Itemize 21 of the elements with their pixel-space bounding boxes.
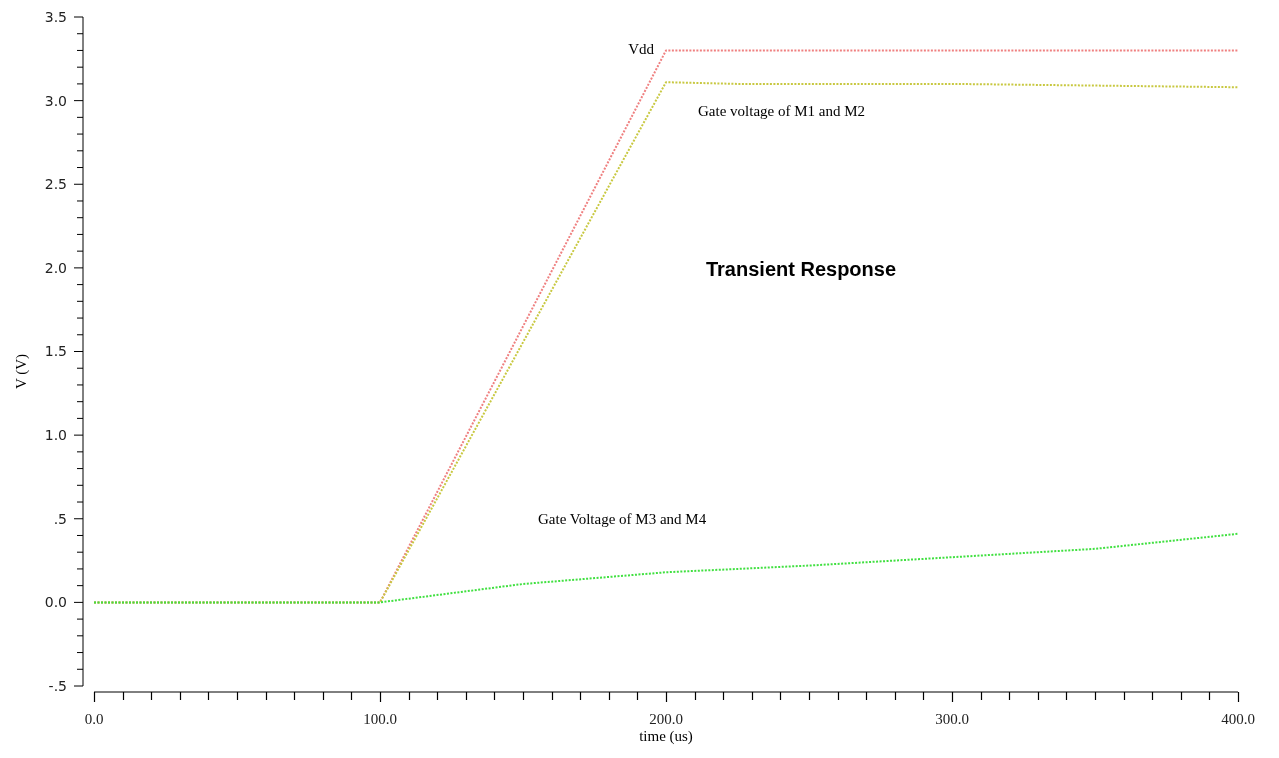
- y-axis-title: V (V): [13, 353, 30, 390]
- y-tick-label: 1.0: [44, 427, 67, 444]
- y-tick-label: .5: [53, 510, 67, 527]
- series-label: Gate voltage of M1 and M2: [698, 103, 866, 119]
- text: Transient Response: [705, 258, 897, 280]
- y-tick-label: 0.0: [44, 594, 67, 611]
- y-tick-label: 1.5: [44, 343, 67, 360]
- x-axis-title: time (us): [639, 728, 693, 745]
- y-tick-label: 3.0: [44, 92, 67, 109]
- x-tick-label: 400.0: [1221, 711, 1255, 727]
- y-tick-label: 2.0: [44, 259, 67, 276]
- y-tick-label: 2.5: [44, 176, 67, 193]
- y-tick-label: -.5: [48, 677, 67, 694]
- x-tick-label: 300.0: [935, 711, 969, 727]
- x-tick-label: 200.0: [649, 711, 683, 727]
- x-tick-label: 100.0: [363, 711, 397, 727]
- x-tick-label: 0.0: [84, 711, 104, 727]
- series-label: Vdd: [628, 41, 655, 57]
- line-series: [93, 532, 1239, 604]
- text: Gate Voltage of M3 and M4: [538, 511, 707, 527]
- y-tick-label: 3.5: [44, 8, 67, 25]
